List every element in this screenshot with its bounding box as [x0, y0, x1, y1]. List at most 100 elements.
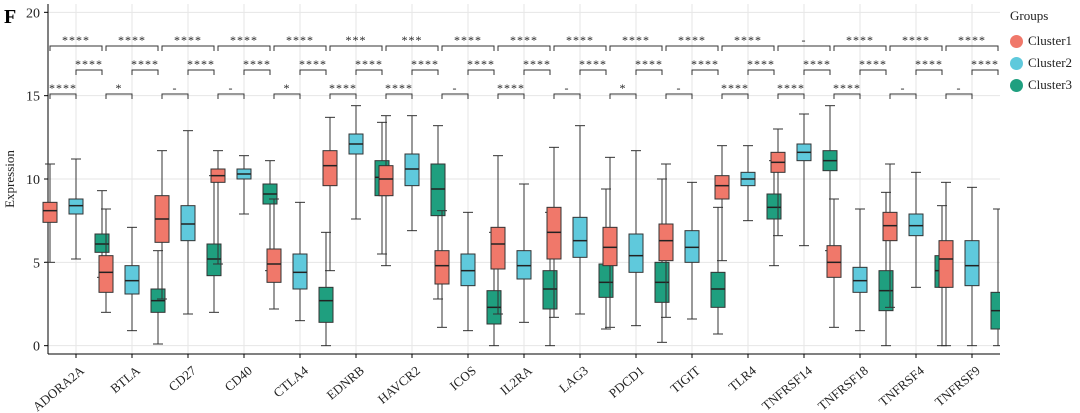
sig-low-11-bracket	[665, 93, 693, 99]
legend-swatch-cluster2	[1010, 56, 1023, 70]
sig-low-3-bracket	[217, 93, 245, 99]
sig-top-5-bracket	[329, 45, 383, 51]
x-tick-label: TNFRSF14	[759, 362, 816, 413]
y-tick-label: 5	[33, 256, 40, 271]
x-tick-label: BTLA	[107, 362, 143, 396]
sig-mid-8-bracket	[523, 69, 551, 75]
box-lag3-cluster1	[546, 206, 562, 260]
sig-mid-16-label: ****	[971, 57, 999, 71]
sig-low-8-label: ****	[497, 81, 525, 95]
legend-swatch-cluster3	[1010, 78, 1023, 92]
sig-mid-3-bracket	[243, 69, 271, 75]
x-tick-label: EDNRB	[324, 363, 368, 403]
sig-top-1-label: ****	[118, 33, 146, 47]
sig-low-15-label: -	[901, 81, 906, 95]
x-tick-label: TNFRSF4	[876, 362, 928, 409]
y-tick-label: 20	[26, 6, 40, 21]
box-il2ra-cluster3	[542, 270, 558, 310]
sig-top-6-label: ***	[402, 33, 423, 47]
sig-low-7-bracket	[441, 93, 469, 99]
sig-mid-0-label: ****	[75, 57, 103, 71]
sig-low-13-label: ****	[777, 81, 805, 95]
sig-low-9-label: -	[565, 81, 570, 95]
panel-label: F	[4, 6, 17, 28]
sig-low-2-label: -	[173, 81, 178, 95]
box-cd27-cluster2	[180, 205, 196, 242]
sig-low-12-bracket	[721, 93, 749, 99]
sig-mid-3-label: ****	[243, 57, 271, 71]
legend-item-cluster3: Cluster3	[1010, 74, 1072, 96]
sig-mid-0-bracket	[75, 69, 103, 75]
box-il2ra-cluster2	[516, 250, 532, 280]
sig-top-0-label: ****	[62, 33, 90, 47]
sig-mid-2-label: ****	[187, 57, 215, 71]
box-tigit-cluster1	[658, 223, 674, 262]
x-tick-label: ICOS	[447, 363, 479, 394]
sig-mid-15-label: ****	[915, 57, 943, 71]
sig-mid-14-label: ****	[859, 57, 887, 71]
sig-mid-6-label: ****	[411, 57, 439, 71]
sig-low-14-bracket	[833, 93, 861, 99]
box-tnfrsf18-cluster2	[852, 266, 868, 293]
legend-item-cluster1: Cluster1	[1010, 30, 1072, 52]
sig-top-4-bracket	[273, 45, 327, 51]
box-adora2a-cluster1	[42, 201, 58, 223]
box-tigit-cluster2	[684, 230, 700, 263]
sig-top-12-label: ****	[734, 33, 762, 47]
sig-mid-7-bracket	[467, 69, 495, 75]
sig-mid-5-bracket	[355, 69, 383, 75]
box-tlr4-cluster3	[766, 193, 782, 220]
sig-low-10-label: *	[620, 81, 627, 95]
sig-top-9-label: ****	[566, 33, 594, 47]
sig-low-6-label: ****	[385, 81, 413, 95]
box-tnfrsf4-cluster1	[882, 211, 898, 242]
y-tick-label: 10	[26, 173, 40, 188]
sig-top-11-bracket	[665, 45, 719, 51]
sig-mid-8-label: ****	[523, 57, 551, 71]
y-axis-title: Expression	[2, 150, 17, 208]
sig-low-16-bracket	[945, 93, 973, 99]
sig-low-14-label: ****	[833, 81, 861, 95]
sig-top-15-label: ****	[902, 33, 930, 47]
legend-title: Groups	[1010, 8, 1049, 23]
sig-top-3-bracket	[217, 45, 271, 51]
box-icos-cluster2	[460, 253, 476, 287]
box-havcr2-cluster1	[378, 165, 394, 197]
box-il2ra-cluster1	[490, 226, 506, 270]
sig-low-1-label: *	[116, 81, 123, 95]
sig-low-5-label: ****	[329, 81, 357, 95]
sig-low-12-label: ****	[721, 81, 749, 95]
box-havcr2-cluster3	[430, 163, 446, 217]
box-tnfrsf4-cluster2	[908, 213, 924, 237]
sig-mid-7-label: ****	[467, 57, 495, 71]
sig-top-2-label: ****	[174, 33, 202, 47]
sig-low-5-bracket	[329, 93, 357, 99]
x-tick-label: PDCD1	[606, 363, 647, 401]
box-ctla4-cluster3	[318, 286, 334, 323]
sig-mid-14-bracket	[859, 69, 887, 75]
sig-top-12-bracket	[721, 45, 775, 51]
boxplot-chart: 05101520ExpressionADORA2A************BTL…	[2, 4, 1000, 413]
x-tick-label: TNFRSF18	[815, 363, 871, 413]
box-lag3-cluster2	[572, 216, 588, 258]
sig-mid-10-label: ****	[635, 57, 663, 71]
box-cd27-cluster3	[206, 243, 222, 277]
legend-label-cluster2: Cluster2	[1028, 55, 1073, 70]
sig-mid-6-bracket	[411, 69, 439, 75]
legend-label-cluster3: Cluster3	[1028, 77, 1073, 92]
box-tnfrsf9-cluster2	[964, 240, 980, 287]
sig-top-14-label: ****	[846, 33, 874, 47]
sig-low-1-bracket	[105, 93, 133, 99]
sig-mid-5-label: ****	[355, 57, 383, 71]
sig-low-4-label: *	[284, 81, 291, 95]
x-tick-label: TNFRSF9	[932, 363, 983, 409]
box-tigit-cluster3	[710, 271, 726, 308]
sig-top-14-bracket	[833, 45, 887, 51]
y-tick-label: 0	[33, 340, 40, 355]
box-btla-cluster1	[98, 255, 114, 293]
sig-top-13-label: -	[802, 33, 807, 47]
sig-top-16-label: ****	[958, 33, 986, 47]
box-icos-cluster1	[434, 250, 450, 285]
sig-low-11-label: -	[677, 81, 682, 95]
sig-low-3-label: -	[229, 81, 234, 95]
